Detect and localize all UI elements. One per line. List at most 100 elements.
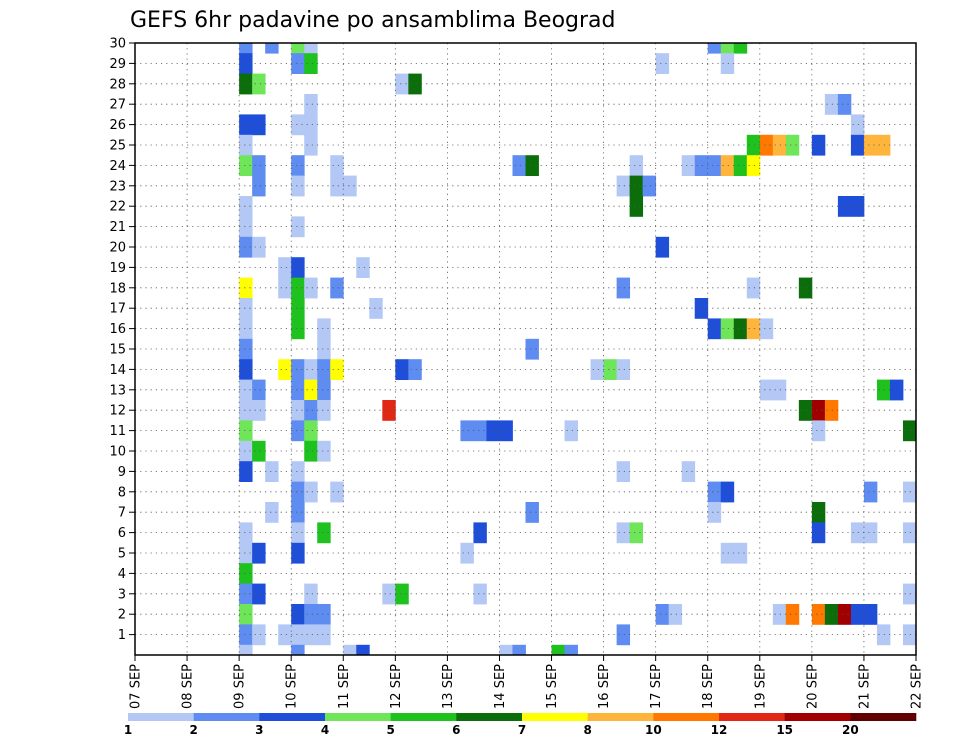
precip-cell xyxy=(486,420,500,442)
precip-cell xyxy=(291,522,305,544)
precip-cell xyxy=(252,542,266,564)
precip-cell xyxy=(850,134,865,156)
precip-cell xyxy=(291,53,305,74)
y-tick-label: 9 xyxy=(118,465,126,480)
precip-cell xyxy=(616,359,631,380)
x-tick-label: 21 SEP xyxy=(857,664,872,709)
precip-cell xyxy=(382,583,396,605)
colorbar-segment xyxy=(390,713,457,721)
y-tick-label: 18 xyxy=(109,281,126,296)
precip-cell xyxy=(759,134,774,156)
precip-cell xyxy=(304,114,318,136)
precip-cell xyxy=(239,73,253,95)
y-tick-label: 30 xyxy=(109,37,126,52)
precip-cell xyxy=(408,359,422,380)
precip-cell xyxy=(239,420,253,442)
precip-cell xyxy=(291,257,305,278)
precip-cell xyxy=(811,400,826,421)
precip-cell xyxy=(629,196,644,217)
precip-cell xyxy=(733,318,748,340)
precip-cell xyxy=(460,542,474,564)
precip-cell xyxy=(850,196,865,217)
precip-cell xyxy=(850,114,865,136)
precip-cell xyxy=(239,359,253,380)
y-tick-label: 27 xyxy=(109,98,126,113)
precip-cell xyxy=(239,318,253,340)
precip-cell xyxy=(785,604,800,625)
precip-cell xyxy=(252,236,266,258)
x-tick-label: 14 SEP xyxy=(493,664,508,709)
precip-cell xyxy=(291,400,305,421)
precip-cell xyxy=(772,604,787,625)
precip-cell xyxy=(239,338,253,360)
x-tick-label: 15 SEP xyxy=(545,664,560,709)
precip-cell xyxy=(304,94,318,115)
precip-cell xyxy=(291,604,305,625)
precip-cell xyxy=(239,440,253,462)
precip-cell xyxy=(330,481,344,503)
precip-cell xyxy=(343,644,357,656)
precip-cell xyxy=(473,583,487,605)
precip-cell xyxy=(317,400,331,421)
chart-title: GEFS 6hr padavine po ansamblima Beograd xyxy=(130,8,616,33)
precip-cell xyxy=(733,43,748,54)
precip-cell xyxy=(759,318,774,340)
x-tick-label: 18 SEP xyxy=(701,664,716,709)
precip-cell xyxy=(512,644,526,656)
x-tick-label: 12 SEP xyxy=(389,664,404,709)
precip-cell xyxy=(304,583,318,605)
y-tick-label: 6 xyxy=(118,526,126,541)
precip-cell xyxy=(330,277,344,299)
precip-cell xyxy=(291,318,305,340)
precip-cell xyxy=(291,481,305,503)
y-tick-label: 8 xyxy=(118,485,126,500)
y-tick-label: 3 xyxy=(118,587,126,602)
colorbar-segment xyxy=(128,713,194,721)
colorbar-label: 5 xyxy=(386,723,394,737)
precip-cell xyxy=(889,379,904,401)
precip-cell xyxy=(850,604,865,625)
precip-cell xyxy=(252,583,266,605)
precip-cell xyxy=(733,542,748,564)
precip-cell xyxy=(304,400,318,421)
precip-cell xyxy=(681,461,696,482)
precip-cell xyxy=(239,155,253,176)
precip-cell xyxy=(265,461,279,482)
y-tick-label: 20 xyxy=(109,241,126,256)
precip-cell xyxy=(707,481,722,503)
y-tick-label: 4 xyxy=(118,567,126,582)
y-tick-label: 21 xyxy=(109,220,126,235)
precip-cell xyxy=(616,461,631,482)
precip-cell xyxy=(694,298,709,319)
y-tick-label: 13 xyxy=(109,383,126,398)
precip-cell xyxy=(252,155,266,176)
x-tick-label: 22 SEP xyxy=(910,664,925,709)
precip-cell xyxy=(707,502,722,523)
precip-cell xyxy=(239,236,253,258)
precip-cell xyxy=(304,624,318,646)
precip-cell xyxy=(525,502,539,523)
precip-cell xyxy=(239,644,253,656)
precip-cell xyxy=(291,298,305,319)
precip-cell xyxy=(239,604,253,625)
precip-cell xyxy=(837,604,852,625)
precip-cell xyxy=(512,155,526,176)
precip-cell xyxy=(655,236,670,258)
precip-cell xyxy=(291,542,305,564)
x-tick-label: 11 SEP xyxy=(337,664,352,709)
precip-cell xyxy=(291,114,305,136)
y-tick-label: 1 xyxy=(118,628,126,643)
colorbar-label: 12 xyxy=(711,723,728,737)
precip-cell xyxy=(707,155,722,176)
precip-cell xyxy=(824,400,839,421)
precip-cell xyxy=(824,604,839,625)
precip-cell xyxy=(304,134,318,156)
precip-cell xyxy=(317,379,331,401)
precip-cell xyxy=(330,175,344,197)
precip-cell xyxy=(278,624,292,646)
y-tick-label: 11 xyxy=(109,424,126,439)
precip-cell xyxy=(265,43,279,54)
precip-cell xyxy=(720,155,735,176)
precip-cell xyxy=(811,502,826,523)
precip-cell xyxy=(252,175,266,197)
